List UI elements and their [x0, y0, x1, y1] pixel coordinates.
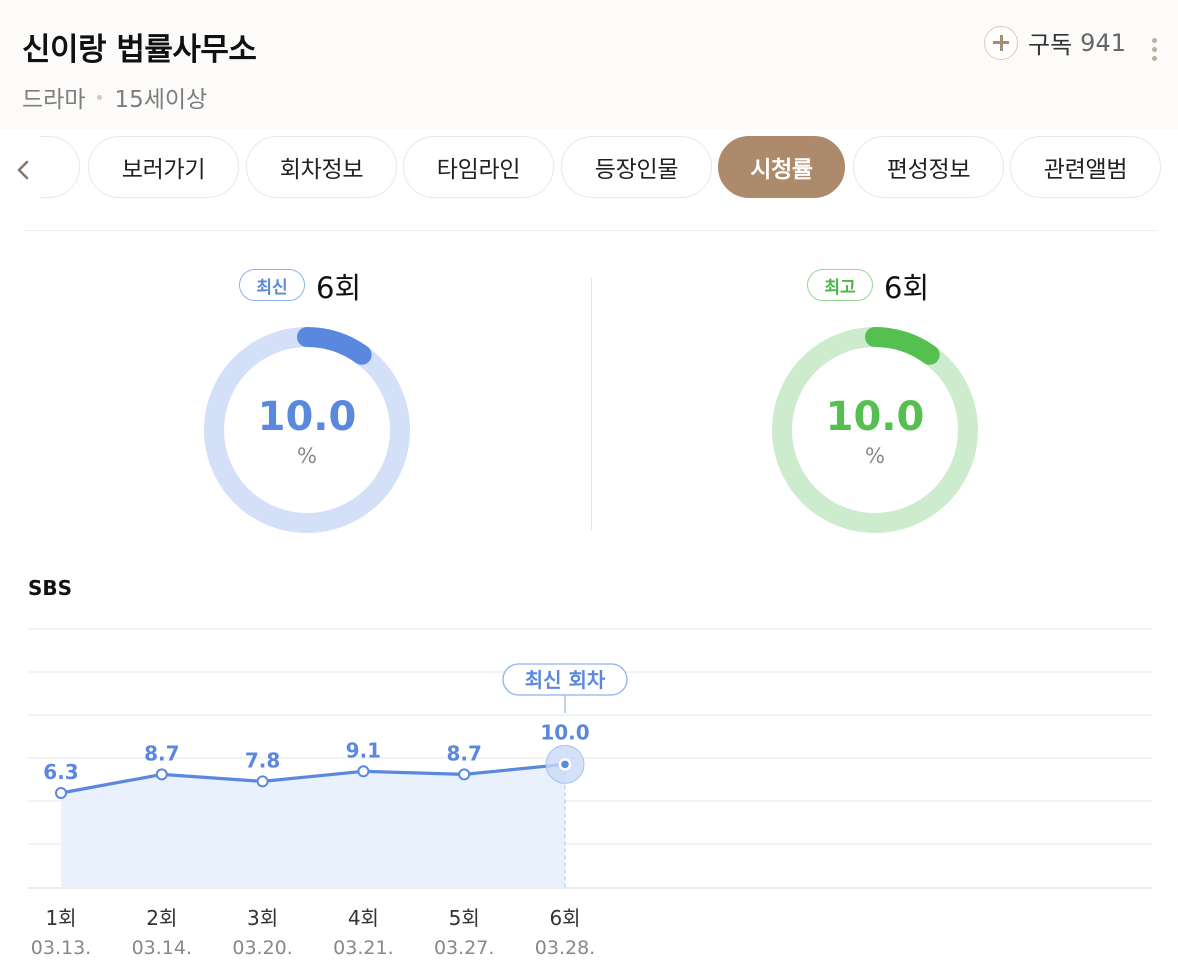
x-tick-label: 3회 [247, 906, 278, 930]
program-header: 신이랑 법률사무소 드라마 15세이상 구독 941 [0, 0, 1178, 130]
data-label: 10.0 [540, 720, 589, 744]
divider [24, 230, 1158, 231]
data-label: 9.1 [346, 738, 381, 762]
age-rating-label: 15세이상 [114, 87, 208, 113]
data-label: 6.3 [43, 760, 78, 784]
x-date-label: 03.21. [333, 937, 393, 959]
best-rating-value: 10.0 [825, 394, 925, 440]
data-point [458, 768, 471, 781]
plus-icon [984, 25, 1018, 60]
data-label: 7.8 [245, 748, 280, 772]
data-label: 8.7 [144, 741, 179, 765]
x-date-label: 03.28. [535, 937, 595, 959]
x-date-label: 03.14. [132, 937, 192, 959]
best-rating-ring [772, 327, 978, 533]
data-point [256, 775, 269, 788]
x-tick-label: 6회 [549, 906, 580, 930]
subscribe-count: 941 [1080, 28, 1126, 57]
data-point [558, 758, 572, 771]
latest-rating-value: 10.0 [257, 394, 357, 440]
separator-dot [97, 94, 103, 100]
subscribe-label: 구독 [1028, 31, 1073, 59]
x-tick-label: 4회 [348, 906, 379, 930]
x-tick-label: 2회 [146, 906, 177, 930]
ratings-line-chart: 6.3 8.7 7.8 9.1 8.7 10.0 최신 회차 1회 03.13. 2회 03.14.… [28, 628, 1152, 959]
tab-cast[interactable]: 등장인물 [561, 136, 712, 198]
tab-ratings[interactable]: 시청률 [718, 136, 845, 198]
latest-rating-ring [204, 327, 410, 533]
more-options-icon[interactable] [1151, 38, 1159, 64]
tab-schedule[interactable]: 편성정보 [853, 136, 1004, 198]
tab-bar: 보러가기 회차정보 타임라인 등장인물 시청률 편성정보 관련앨범 [0, 136, 1178, 200]
vertical-divider [591, 278, 592, 530]
series-line [60, 762, 566, 795]
chart-title: SBS [28, 576, 73, 600]
tab-albums[interactable]: 관련앨범 [1010, 136, 1161, 198]
tab-timeline[interactable]: 타임라인 [403, 136, 554, 198]
latest-ring-progress [297, 327, 372, 365]
data-point [155, 768, 168, 781]
x-date-label: 03.20. [232, 937, 292, 959]
latest-callout-label: 최신 회차 [525, 668, 606, 692]
chevron-left-icon[interactable] [14, 158, 34, 182]
x-date-label: 03.13. [31, 937, 91, 959]
latest-episode: 6회 [316, 271, 362, 305]
x-tick-label: 1회 [45, 906, 76, 930]
data-point [55, 787, 67, 799]
program-title: 신이랑 법률사무소 [22, 32, 257, 68]
data-point [357, 765, 370, 778]
latest-badge: 최신 [239, 269, 305, 301]
latest-callout [502, 663, 628, 696]
genre-label: 드라마 [22, 87, 86, 113]
best-ring-progress [865, 327, 940, 365]
tab-episodes[interactable]: 회차정보 [246, 136, 397, 198]
x-tick-label: 5회 [449, 906, 480, 930]
best-episode: 6회 [884, 271, 930, 305]
subscribe-button[interactable]: 구독 941 [984, 25, 1126, 60]
program-meta: 드라마 15세이상 [22, 80, 207, 114]
data-label: 8.7 [446, 741, 481, 765]
tab-partial[interactable] [40, 136, 80, 198]
best-badge: 최고 [807, 269, 873, 301]
chart-area [61, 764, 565, 888]
tab-watch[interactable]: 보러가기 [88, 136, 239, 198]
x-date-label: 03.27. [434, 937, 494, 959]
latest-rating-unit: % [297, 444, 317, 468]
best-rating-unit: % [865, 444, 885, 468]
